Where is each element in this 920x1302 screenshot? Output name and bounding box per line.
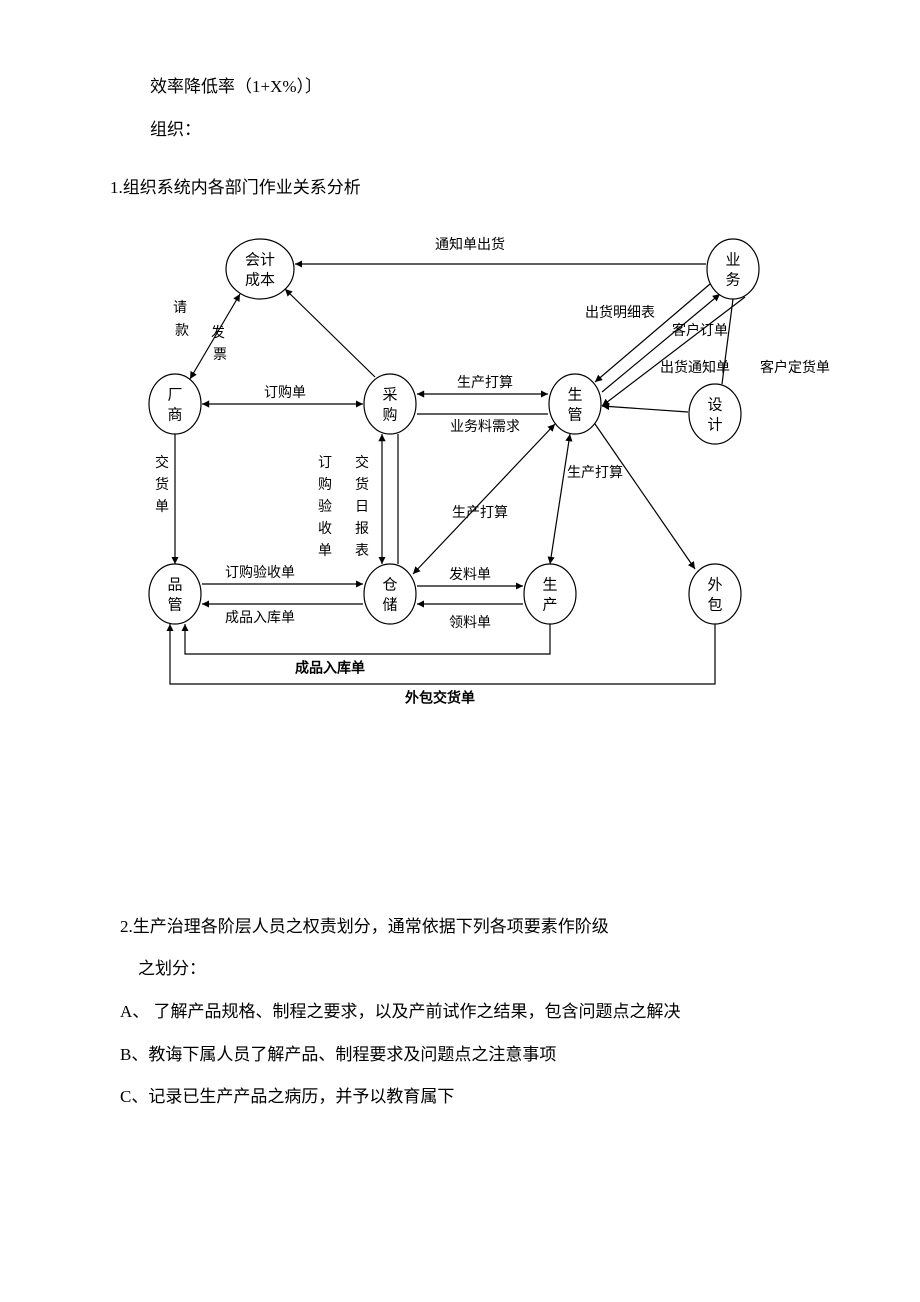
- svg-text:厂: 厂: [167, 387, 182, 403]
- svg-text:表: 表: [355, 543, 369, 559]
- svg-text:客户定货单: 客户定货单: [760, 359, 830, 376]
- svg-text:单: 单: [318, 543, 332, 559]
- svg-text:请: 请: [173, 300, 187, 316]
- svg-text:票: 票: [213, 348, 227, 363]
- svg-text:单: 单: [155, 499, 169, 515]
- svg-text:生: 生: [542, 576, 557, 593]
- svg-text:外: 外: [707, 576, 722, 593]
- svg-text:订: 订: [318, 455, 332, 471]
- heading-section-1: 1.组织系统内各部门作业关系分析: [110, 173, 820, 204]
- svg-text:订购验收单: 订购验收单: [225, 565, 295, 581]
- svg-text:成品入库单: 成品入库单: [295, 659, 365, 675]
- org-diagram: 通知单出货请款发票订购单生产打算业务料需求出货明细表客户订单出货通知单客户定货单…: [130, 214, 820, 734]
- svg-text:业: 业: [725, 251, 740, 268]
- svg-text:货: 货: [155, 476, 169, 493]
- svg-text:管: 管: [167, 596, 182, 613]
- svg-text:外包交货单: 外包交货单: [405, 689, 475, 705]
- svg-text:生产打算: 生产打算: [452, 504, 508, 521]
- svg-text:计: 计: [707, 416, 722, 433]
- svg-text:款: 款: [175, 323, 189, 339]
- item-a: A、 了解产品规格、制程之要求，以及产前试作之结果，包含问题点之解决: [120, 997, 820, 1028]
- svg-text:发料单: 发料单: [449, 567, 491, 583]
- svg-text:管: 管: [567, 406, 582, 423]
- svg-text:购: 购: [382, 406, 397, 423]
- svg-text:通知单出货: 通知单出货: [435, 236, 505, 253]
- svg-text:产: 产: [542, 596, 557, 613]
- para-org: 组织：: [110, 115, 820, 146]
- svg-text:发: 发: [211, 325, 225, 341]
- item-c: C、记录已生产产品之病历，并予以教育属下: [120, 1082, 820, 1113]
- svg-text:设: 设: [707, 396, 722, 413]
- item-b: B、教诲下属人员了解产品、制程要求及问题点之注意事项: [120, 1040, 820, 1071]
- svg-text:货: 货: [355, 476, 369, 493]
- svg-text:品: 品: [167, 576, 182, 593]
- svg-text:务: 务: [725, 271, 740, 288]
- para-efficiency: 效率降低率（1+X%）〕: [110, 72, 820, 103]
- svg-text:生产打算: 生产打算: [457, 374, 513, 391]
- svg-text:购: 购: [318, 477, 332, 493]
- svg-text:领料单: 领料单: [449, 615, 491, 631]
- svg-text:出货明细表: 出货明细表: [585, 304, 655, 321]
- svg-text:交: 交: [155, 454, 169, 471]
- svg-text:生产打算: 生产打算: [567, 464, 623, 481]
- heading-section-2b: 之划分：: [138, 954, 820, 985]
- heading-section-2: 2.生产治理各阶层人员之权责划分，通常依据下列各项要素作阶级: [120, 912, 820, 943]
- svg-text:订购单: 订购单: [264, 385, 306, 401]
- svg-text:仓: 仓: [382, 576, 397, 593]
- svg-text:会计: 会计: [245, 251, 275, 268]
- svg-text:成本: 成本: [245, 271, 275, 288]
- svg-text:出货通知单: 出货通知单: [660, 359, 730, 376]
- svg-text:采: 采: [382, 386, 397, 403]
- svg-text:交: 交: [355, 454, 369, 471]
- svg-text:成品入库单: 成品入库单: [225, 610, 295, 626]
- svg-text:报: 报: [355, 521, 369, 537]
- svg-text:业务料需求: 业务料需求: [450, 419, 520, 435]
- svg-text:收: 收: [318, 521, 332, 537]
- svg-text:日: 日: [355, 500, 369, 515]
- svg-text:验: 验: [318, 499, 332, 515]
- svg-text:商: 商: [167, 406, 182, 423]
- svg-text:生: 生: [567, 386, 582, 403]
- svg-text:包: 包: [707, 596, 722, 613]
- svg-text:储: 储: [382, 596, 397, 613]
